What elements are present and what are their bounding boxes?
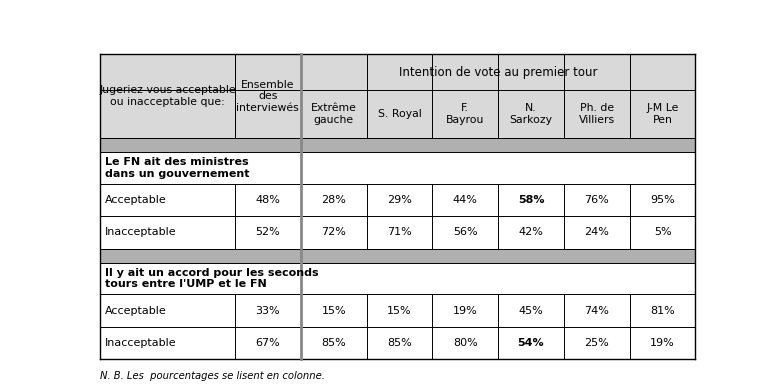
- Text: 52%: 52%: [255, 228, 280, 237]
- Text: 44%: 44%: [453, 195, 478, 205]
- Text: 74%: 74%: [584, 306, 609, 315]
- Text: 45%: 45%: [519, 306, 543, 315]
- Bar: [100, 249, 695, 263]
- Text: 67%: 67%: [255, 338, 280, 348]
- Text: F.
Bayrou: F. Bayrou: [446, 103, 485, 125]
- Text: Il y ait un accord pour les seconds
tours entre l'UMP et le FN: Il y ait un accord pour les seconds tour…: [104, 268, 318, 289]
- Text: J-M Le
Pen: J-M Le Pen: [646, 103, 679, 125]
- Text: 76%: 76%: [584, 195, 609, 205]
- Text: 19%: 19%: [650, 338, 675, 348]
- Text: Acceptable: Acceptable: [104, 195, 166, 205]
- Text: Le FN ait des ministres
dans un gouvernement: Le FN ait des ministres dans un gouverne…: [104, 157, 249, 179]
- Text: 15%: 15%: [387, 306, 412, 315]
- Text: 5%: 5%: [654, 228, 671, 237]
- Text: 42%: 42%: [519, 228, 543, 237]
- Text: 95%: 95%: [650, 195, 675, 205]
- Text: Intention de vote au premier tour: Intention de vote au premier tour: [399, 66, 598, 79]
- Text: Inacceptable: Inacceptable: [104, 228, 176, 237]
- Text: 56%: 56%: [453, 228, 478, 237]
- Text: 80%: 80%: [453, 338, 478, 348]
- Text: Jugeriez-vous acceptable
ou inacceptable que:: Jugeriez-vous acceptable ou inacceptable…: [99, 85, 235, 107]
- Text: 85%: 85%: [387, 338, 412, 348]
- Bar: [100, 54, 695, 138]
- Text: 81%: 81%: [650, 306, 675, 315]
- Text: N. B. Les  pourcentages se lisent en colonne.: N. B. Les pourcentages se lisent en colo…: [100, 371, 324, 381]
- Text: 25%: 25%: [584, 338, 609, 348]
- Text: 54%: 54%: [518, 338, 544, 348]
- Text: 29%: 29%: [387, 195, 412, 205]
- Text: 58%: 58%: [518, 195, 544, 205]
- Text: Extrême
gauche: Extrême gauche: [310, 103, 357, 125]
- Text: Ph. de
Villiers: Ph. de Villiers: [579, 103, 615, 125]
- Text: 72%: 72%: [321, 228, 346, 237]
- Text: 48%: 48%: [255, 195, 280, 205]
- Text: Inacceptable: Inacceptable: [104, 338, 176, 348]
- Text: Acceptable: Acceptable: [104, 306, 166, 315]
- Text: 71%: 71%: [387, 228, 412, 237]
- Text: N.
Sarkozy: N. Sarkozy: [509, 103, 553, 125]
- Text: 24%: 24%: [584, 228, 609, 237]
- Text: Ensemble
des
interviewés: Ensemble des interviewés: [237, 79, 300, 113]
- Text: S. Royal: S. Royal: [378, 109, 421, 119]
- Text: 15%: 15%: [321, 306, 346, 315]
- Text: 33%: 33%: [255, 306, 280, 315]
- Bar: [100, 138, 695, 152]
- Text: 28%: 28%: [321, 195, 346, 205]
- Text: 85%: 85%: [321, 338, 346, 348]
- Text: 19%: 19%: [453, 306, 478, 315]
